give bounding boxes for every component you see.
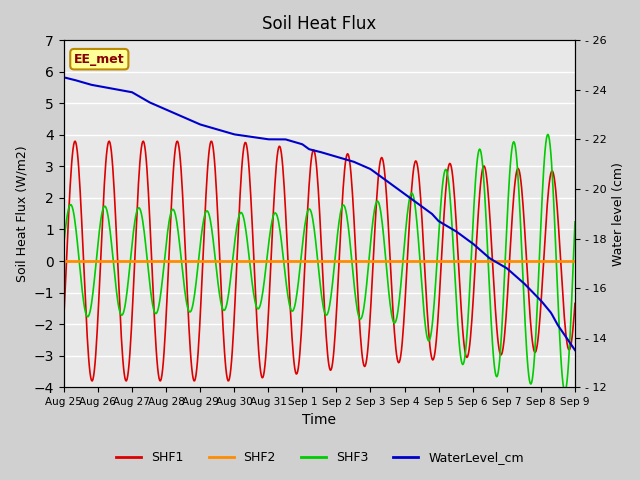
SHF3 [561,388,569,394]
WaterLevel_cm [201,123,209,129]
SHF3 [381,250,389,255]
SHF1 [124,376,131,382]
SHF2 [94,258,102,264]
SHF3 [69,207,77,213]
Line: SHF3: SHF3 [64,134,575,391]
SHF3 [201,213,209,218]
SHF3 [173,224,181,230]
WaterLevel_cm [381,177,389,182]
X-axis label: Time: Time [302,413,337,427]
WaterLevel_cm [69,77,77,83]
SHF2 [60,258,68,264]
SHF3 [396,290,404,296]
Title: Soil Heat Flux: Soil Heat Flux [262,15,376,33]
SHF1 [60,316,68,322]
SHF3 [122,299,129,305]
SHF3 [544,132,552,137]
SHF1 [71,138,79,144]
WaterLevel_cm [60,74,68,80]
WaterLevel_cm [571,347,579,353]
SHF1 [88,378,96,384]
SHF1 [383,193,390,199]
SHF1 [202,192,210,198]
SHF1 [571,300,579,306]
Legend: SHF1, SHF2, SHF3, WaterLevel_cm: SHF1, SHF2, SHF3, WaterLevel_cm [111,446,529,469]
Text: EE_met: EE_met [74,53,125,66]
Line: WaterLevel_cm: WaterLevel_cm [64,77,575,350]
WaterLevel_cm [396,188,404,193]
SHF1 [175,144,183,150]
SHF3 [571,219,579,225]
SHF3 [60,241,68,247]
SHF1 [69,146,77,152]
Y-axis label: Water level (cm): Water level (cm) [612,162,625,265]
Line: SHF1: SHF1 [64,141,575,381]
SHF1 [397,347,405,353]
WaterLevel_cm [173,112,181,118]
WaterLevel_cm [122,88,129,94]
Y-axis label: Soil Heat Flux (W/m2): Soil Heat Flux (W/m2) [15,145,28,282]
